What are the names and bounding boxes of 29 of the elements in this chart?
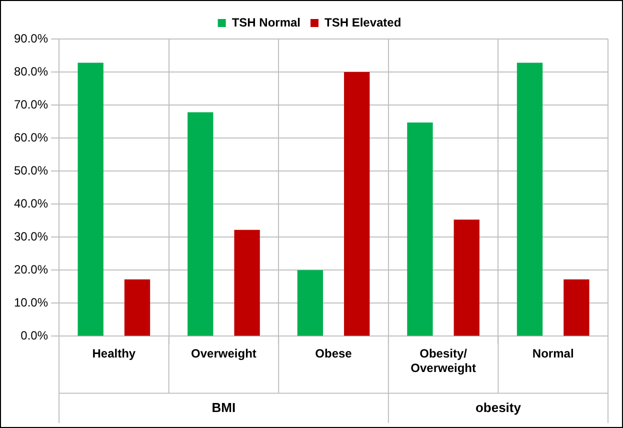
x-tick-label: Healthy [92, 346, 136, 361]
y-tick-label: 0.0% [20, 328, 48, 343]
legend-label: TSH Normal [232, 15, 300, 30]
y-tick-label: 70.0% [14, 97, 48, 112]
bar [516, 62, 543, 336]
bar [124, 279, 150, 336]
bar [564, 279, 590, 336]
y-tick-label: 10.0% [14, 295, 48, 310]
y-tick-label: 20.0% [14, 262, 48, 276]
y-tick-label: 50.0% [14, 163, 48, 178]
y-tick-label: 30.0% [14, 229, 48, 244]
y-tick-label: 80.0% [14, 64, 48, 78]
y-tick-label: 90.0% [14, 31, 48, 46]
x-tick-label: Obese [315, 346, 352, 361]
bar [188, 112, 214, 336]
legend-label: TSH Elevated [324, 15, 402, 30]
x-tick-label: Overweight [191, 346, 256, 361]
text: BMI [212, 400, 236, 415]
x-tick-label: Obesity/ Overweight [410, 346, 476, 376]
bar [454, 220, 480, 336]
bar [234, 230, 260, 336]
y-tick-label: 60.0% [14, 130, 48, 144]
x-tick-label: Normal [532, 346, 574, 361]
bar [78, 62, 104, 336]
y-tick-label: 40.0% [14, 196, 48, 210]
bar [297, 270, 324, 336]
bar [344, 72, 370, 336]
bar [407, 122, 433, 336]
text: obesity [475, 400, 522, 415]
